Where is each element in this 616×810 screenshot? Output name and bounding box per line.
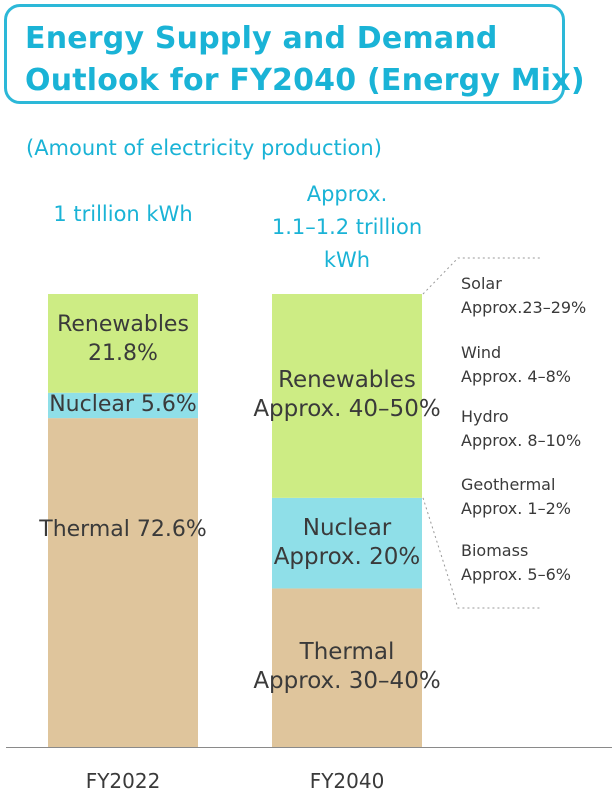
- x-tick-label-fy2022: FY2022: [85, 769, 161, 793]
- total-label-fy2040: Approx. 1.1–1.2 trillion kWh: [271, 182, 423, 272]
- breakdown-item-geothermal: Geothermal Approx. 1–2%: [461, 475, 571, 518]
- title-line-2: Outlook for FY2040 (Energy Mix): [25, 63, 585, 98]
- breakdown-item-solar: Solar Approx.23–29%: [461, 274, 587, 317]
- bracket-bottom-line: [422, 497, 540, 609]
- bar-segment-thermal: [272, 588, 422, 747]
- breakdown-item-hydro: Hydro Approx. 8–10%: [461, 407, 582, 450]
- title-box: Energy Supply and Demand Outlook for FY2…: [4, 4, 585, 104]
- bar-segment-thermal: [48, 418, 198, 747]
- segment-label-nuclear-fy2022: Nuclear 5.6%: [49, 391, 197, 417]
- chart-subtitle: (Amount of electricity production): [26, 136, 382, 160]
- segment-label-renewables-fy2022: Renewables 21.8%: [57, 312, 189, 366]
- total-label-fy2022: 1 trillion kWh: [53, 202, 193, 226]
- bracket-top-line: [422, 257, 540, 295]
- bar-segment-nuclear: [272, 497, 422, 589]
- segment-label-thermal-fy2040: Thermal Approx. 30–40%: [253, 638, 441, 694]
- bar-segment-renewables: [272, 294, 422, 498]
- breakdown-item-biomass: Biomass Approx. 5–6%: [461, 541, 571, 584]
- segment-label-thermal-fy2022: Thermal 72.6%: [39, 516, 207, 542]
- breakdown-item-wind: Wind Approx. 4–8%: [461, 343, 571, 386]
- segment-label-renewables-fy2040: Renewables Approx. 40–50%: [253, 366, 441, 422]
- title-line-1: Energy Supply and Demand: [25, 21, 498, 56]
- bar-segment-nuclear: [48, 392, 198, 419]
- segment-label-nuclear-fy2040: Nuclear Approx. 20%: [273, 515, 421, 571]
- x-tick-label-fy2040: FY2040: [309, 769, 385, 793]
- bar-segment-renewables: [48, 294, 198, 393]
